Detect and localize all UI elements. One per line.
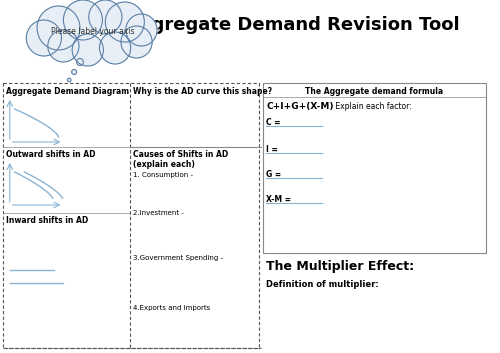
Circle shape (100, 32, 130, 64)
Circle shape (106, 2, 144, 42)
Circle shape (48, 30, 79, 62)
Circle shape (126, 14, 157, 46)
Text: 2.Investment -: 2.Investment - (132, 210, 184, 216)
Circle shape (72, 70, 76, 74)
Text: Please label your axis: Please label your axis (51, 28, 134, 36)
Text: 4.Exports and Imports: 4.Exports and Imports (132, 305, 210, 311)
Text: Outward shifts in AD: Outward shifts in AD (6, 150, 96, 159)
Text: G =: G = (266, 170, 281, 179)
Text: 3.Government Spending -: 3.Government Spending - (132, 255, 222, 261)
Circle shape (72, 34, 104, 66)
Text: I =: I = (266, 145, 278, 154)
Text: Causes of Shifts in AD
(explain each): Causes of Shifts in AD (explain each) (132, 150, 228, 169)
Text: The Aggregate demand formula: The Aggregate demand formula (306, 87, 444, 96)
Circle shape (76, 59, 84, 66)
Text: Inward shifts in AD: Inward shifts in AD (6, 216, 88, 225)
Text: Aggregate Demand Revision Tool: Aggregate Demand Revision Tool (126, 16, 460, 34)
Circle shape (37, 6, 80, 50)
Circle shape (121, 26, 152, 58)
Text: Aggregate Demand Diagram: Aggregate Demand Diagram (6, 87, 129, 96)
Text: X-M =: X-M = (266, 195, 291, 204)
Text: Why is the AD curve this shape?: Why is the AD curve this shape? (132, 87, 272, 96)
Circle shape (89, 0, 122, 34)
Circle shape (26, 20, 62, 56)
Circle shape (68, 78, 71, 82)
Text: C+I+G+(X-M): C+I+G+(X-M) (266, 102, 334, 111)
Text: 1. Consumption -: 1. Consumption - (132, 172, 192, 178)
Text: Explain each factor:: Explain each factor: (332, 102, 411, 111)
Text: Definition of multiplier:: Definition of multiplier: (266, 280, 379, 289)
Text: The Multiplier Effect:: The Multiplier Effect: (266, 260, 414, 273)
Text: C =: C = (266, 118, 281, 127)
Circle shape (64, 0, 102, 40)
